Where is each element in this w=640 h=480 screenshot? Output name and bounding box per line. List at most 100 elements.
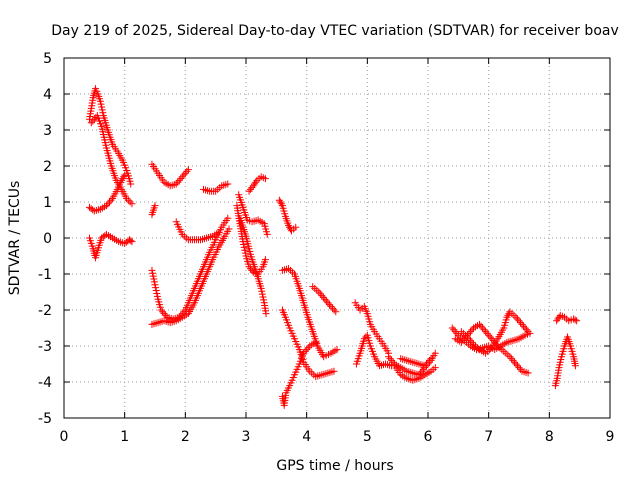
data-point [258,287,266,295]
data-point [321,295,329,303]
data-point [151,281,159,289]
data-point [245,187,253,195]
data-point [427,355,435,363]
data-point [240,243,248,251]
data-point [149,269,157,277]
data-point [318,292,326,300]
data-point [263,230,271,238]
data-point [453,329,461,337]
data-point [554,315,562,323]
data-point [312,338,320,346]
data-point [424,358,432,366]
data-point [512,360,520,368]
data-point [570,315,578,323]
data-point [479,324,487,332]
data-point [178,173,186,181]
data-point [128,200,136,208]
data-point [301,347,309,355]
chart-title: Day 219 of 2025, Sidereal Day-to-day VTE… [51,23,619,39]
data-point [224,214,232,222]
x-tick-label: 5 [363,429,372,445]
y-tick-label: -5 [38,411,52,427]
data-point [150,278,158,286]
data-point [330,306,338,314]
data-point [241,249,249,257]
data-point [118,176,126,184]
data-point [304,344,312,352]
data-point [507,355,515,363]
data-point [258,290,266,298]
y-tick-label: -4 [38,375,52,391]
data-point [98,103,106,111]
data-point [172,180,180,188]
data-point [448,324,456,332]
data-point [486,333,494,341]
data-point [468,326,476,334]
data-point [149,272,157,280]
data-point [451,328,459,336]
data-point [252,178,260,186]
data-point [104,200,112,208]
data-point [292,223,300,231]
data-point [329,304,337,312]
data-point [386,355,394,363]
x-tick-label: 2 [181,429,190,445]
data-point [327,302,335,310]
grid [64,58,610,418]
data-point [261,175,269,183]
data-point [153,289,161,297]
data-point [174,178,182,186]
data-point [162,311,170,319]
data-point [260,296,268,304]
data-point [160,310,168,318]
y-tick-label: -1 [38,267,52,283]
data-point [515,364,523,372]
data-point [571,316,579,324]
data-point [389,358,397,366]
x-tick-label: 0 [60,429,69,445]
data-point [526,329,534,337]
y-tick-label: 0 [43,231,52,247]
data-point [517,319,525,327]
data-point [332,308,340,316]
y-tick-label: 2 [43,159,52,175]
data-point [509,356,517,364]
data-point [240,240,248,248]
data-point [322,297,330,305]
data-point [459,337,467,345]
data-point [102,202,110,210]
data-point [488,335,496,343]
data-point [124,196,132,204]
data-point [571,362,579,370]
data-point [96,97,104,105]
data-point [426,356,434,364]
data-point [284,221,292,229]
plot-area-frame [63,57,611,419]
data-point [521,324,529,332]
data-point [127,180,135,188]
data-point [126,198,134,206]
data-point [418,367,426,375]
data-point [152,284,160,292]
data-point [573,317,581,325]
data-point [300,349,308,357]
y-axis-title: SDTVAR / TECUs [7,181,23,296]
data-point [106,198,113,206]
data-point [431,364,439,372]
data-points [85,85,581,409]
data-point [457,338,465,346]
data-point [477,322,485,330]
data-point [277,200,285,208]
data-point [122,194,130,202]
data-point [248,266,256,274]
data-point [87,119,95,127]
data-point [360,335,368,343]
data-point [89,117,97,125]
data-point [90,115,98,123]
data-point [513,315,521,323]
y-tick-label: -2 [38,303,52,319]
data-point [119,175,127,183]
data-point [157,306,165,314]
y-tick-label: 3 [43,123,52,139]
